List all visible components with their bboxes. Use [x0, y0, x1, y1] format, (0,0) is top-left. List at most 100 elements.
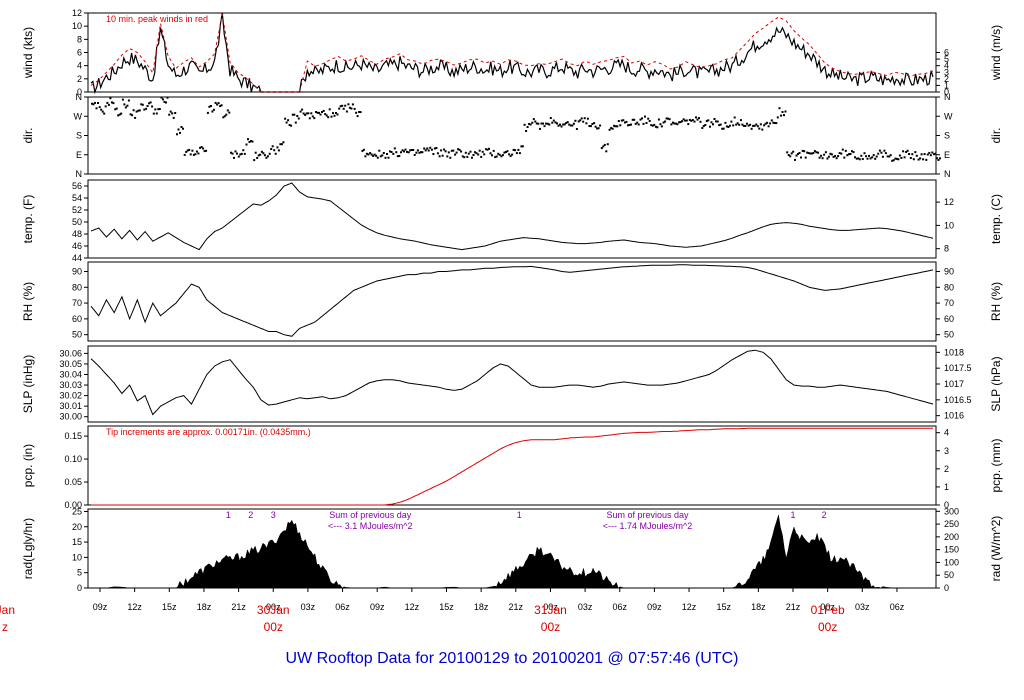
dir-point [939, 157, 941, 160]
dir-point [807, 152, 810, 155]
dir-point [245, 143, 248, 146]
y-tick-label-left: N [76, 92, 83, 102]
dir-point [148, 102, 151, 105]
dir-point [149, 101, 152, 104]
dir-point [316, 111, 319, 114]
rad-annotation: <--- 1.74 MJoules/m^2 [603, 521, 693, 531]
dir-point [803, 150, 806, 153]
dir-point [189, 153, 192, 156]
dir-point [313, 117, 316, 120]
dir-point [698, 117, 700, 120]
y-axis-label-left: dir. [21, 127, 35, 143]
dir-point [742, 124, 745, 127]
dir-point [884, 152, 887, 155]
dir-point [537, 122, 540, 125]
rad-annotation: 1 [790, 510, 795, 520]
dir-point [668, 118, 671, 121]
dir-point [886, 155, 889, 158]
dir-point [588, 125, 591, 127]
dir-point [387, 156, 390, 159]
dir-point [801, 149, 804, 152]
dir-point [844, 149, 847, 152]
dir-point [367, 153, 370, 156]
dir-point [671, 121, 674, 124]
dir-point [344, 104, 347, 107]
dir-point [515, 152, 518, 155]
y-tick-label-left: 10 [72, 21, 82, 31]
y-tick-label-left: W [74, 111, 83, 121]
dir-point [152, 112, 155, 115]
dir-point [180, 126, 183, 128]
dir-point [406, 150, 408, 153]
dir-point [843, 156, 846, 159]
dir-point [849, 153, 852, 155]
dir-point [393, 147, 396, 150]
y-tick-label-right: 4 [944, 61, 949, 71]
panel-frame [87, 179, 937, 259]
dir-point [681, 120, 684, 123]
y-tick-label-left: 12 [72, 8, 82, 18]
dir-point [926, 153, 929, 156]
dir-point [390, 151, 393, 153]
day-label-date: 31Jan [534, 603, 567, 617]
dir-point [200, 146, 203, 148]
dir-point [466, 155, 469, 158]
x-tick-label: 18z [751, 602, 766, 612]
dir-point [322, 109, 325, 112]
dir-point [370, 153, 373, 156]
dir-point [540, 122, 543, 125]
dir-point [222, 116, 225, 119]
dir-point [237, 155, 240, 158]
dir-point [112, 102, 115, 105]
y-tick-label-left: N [76, 169, 83, 179]
dir-point [214, 101, 217, 104]
dir-point [518, 152, 521, 155]
dir-point [483, 153, 486, 156]
dir-point [491, 154, 493, 157]
dir-point [724, 121, 727, 124]
dir-point [878, 149, 881, 152]
dir-point [413, 154, 416, 156]
dir-point [338, 107, 341, 110]
dir-point [732, 124, 735, 127]
panel-frame [87, 96, 937, 175]
dir-point [421, 151, 424, 154]
dir-point [404, 148, 407, 151]
dir-point [284, 117, 287, 120]
dir-point [454, 153, 457, 156]
dir-point [637, 123, 640, 126]
dir-point [514, 149, 517, 152]
dir-point [928, 151, 931, 154]
dir-point [605, 150, 608, 153]
y-tick-label-left: 5 [77, 568, 82, 578]
dir-point [463, 156, 466, 159]
dir-point [730, 120, 733, 123]
dir-point [900, 156, 903, 159]
dir-point [705, 120, 708, 123]
dir-point [821, 157, 824, 160]
dir-point [532, 118, 535, 121]
dir-point [179, 131, 181, 134]
dir-point [745, 122, 748, 125]
dir-point [922, 158, 925, 161]
dir-point [219, 105, 222, 108]
y-tick-label-left: 60 [72, 314, 82, 324]
dir-point [662, 121, 665, 124]
dir-point [94, 101, 96, 104]
y-tick-label-right: 150 [944, 545, 959, 555]
dir-point [273, 149, 276, 152]
dir-point [789, 155, 792, 158]
dir-point [165, 101, 167, 104]
dir-point [790, 152, 793, 155]
dir-point [773, 122, 776, 124]
dir-point [739, 119, 742, 122]
y-axis-label-right: SLP (hPa) [989, 356, 1003, 411]
dir-point [572, 122, 575, 125]
dir-point [556, 122, 558, 125]
y-axis-label-right: wind (m/s) [989, 25, 1003, 81]
panel-rh: 50 60 70 80 90 50 60 70 80 90 [72, 261, 954, 342]
dir-point [362, 148, 365, 151]
panel-annotation: 10 min. peak winds in red [106, 14, 208, 24]
dir-point [903, 156, 906, 159]
